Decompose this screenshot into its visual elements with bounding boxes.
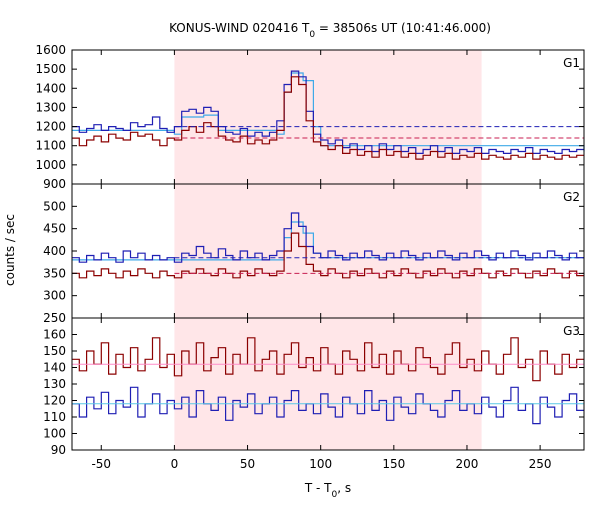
panel-label: G2: [563, 190, 580, 204]
chart-title-main: KONUS-WIND 020416 T: [169, 21, 310, 35]
x-tick-label: 250: [529, 457, 552, 471]
y-tick-label: 120: [43, 394, 66, 408]
x-axis-label-main: T - T: [304, 481, 332, 495]
x-tick-label: 150: [382, 457, 405, 471]
y-tick-label: 300: [43, 289, 66, 303]
y-tick-label: 450: [43, 222, 66, 236]
y-tick-label: 1400: [35, 81, 66, 95]
y-tick-label: 130: [43, 377, 66, 391]
y-tick-label: 90: [51, 443, 66, 457]
series-blue: [72, 386, 584, 425]
series-red: [72, 232, 584, 279]
y-tick-label: 400: [43, 244, 66, 258]
series-red: [72, 337, 584, 382]
y-tick-label: 100: [43, 427, 66, 441]
y-tick-label: 1300: [35, 100, 66, 114]
y-tick-label: 1600: [35, 43, 66, 57]
panel-label: G1: [563, 56, 580, 70]
y-tick-label: 110: [43, 410, 66, 424]
y-tick-label: 140: [43, 361, 66, 375]
series-red: [72, 76, 584, 160]
chart-title-rest: = 38506s UT (10:41:46.000): [315, 21, 491, 35]
series-blue: [72, 212, 584, 263]
y-axis-label: counts / sec: [3, 214, 17, 286]
chart-title-sub: 0: [309, 30, 315, 40]
x-tick-label: 0: [171, 457, 179, 471]
shaded-interval: [174, 318, 482, 450]
y-tick-label: 350: [43, 266, 66, 280]
x-tick-label: 50: [240, 457, 255, 471]
y-tick-label: 1100: [35, 139, 66, 153]
y-tick-label: 1000: [35, 158, 66, 172]
y-tick-label: 160: [43, 328, 66, 342]
panel-g3: 90 100 110 120 130 140 150 160 G3: [43, 317, 585, 457]
panel-g1: 900 1000 1100 1200 1300 1400 1500 1600 G1: [35, 43, 585, 191]
shaded-interval: [174, 50, 482, 184]
y-tick-label: 500: [43, 199, 66, 213]
x-axis-label-rest: , s: [337, 481, 351, 495]
x-tick-label: 100: [309, 457, 332, 471]
x-axis-label-sub: 0: [332, 490, 338, 500]
y-tick-label: 150: [43, 344, 66, 358]
y-tick-label: 900: [43, 177, 66, 191]
y-tick-label: 250: [43, 311, 66, 325]
x-axis-label: T - T0, s: [304, 481, 351, 500]
plot-layer: 9001000110012001300140015001600G12503003…: [35, 43, 585, 471]
y-tick-label: 1500: [35, 62, 66, 76]
panel-g2: 250 300 350 400 450 500 G2: [43, 183, 585, 325]
x-tick-label: 200: [456, 457, 479, 471]
series-blue: [72, 70, 584, 154]
y-tick-label: 1200: [35, 120, 66, 134]
chart-title: KONUS-WIND 020416 T0 = 38506s UT (10:41:…: [169, 21, 491, 40]
panel-label: G3: [563, 324, 580, 338]
x-tick-label: -50: [91, 457, 111, 471]
